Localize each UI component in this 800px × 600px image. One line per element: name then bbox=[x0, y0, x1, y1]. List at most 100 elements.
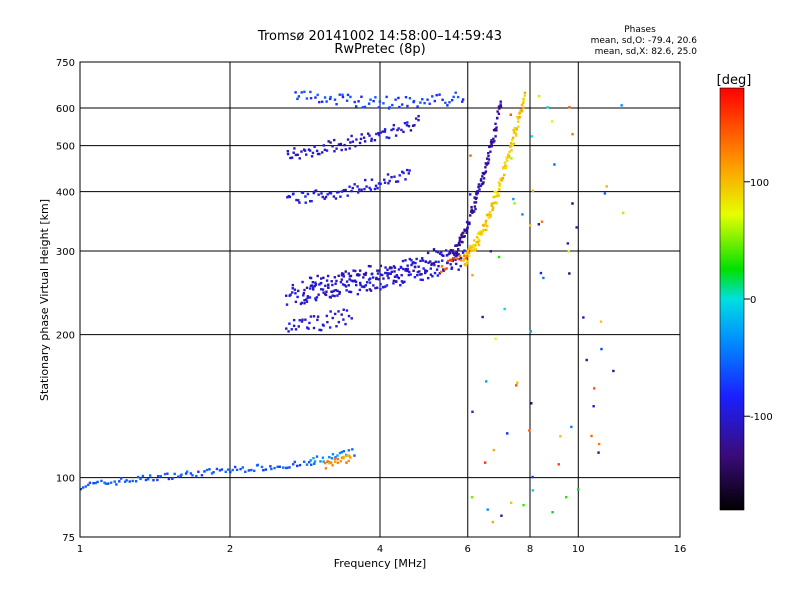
data-point bbox=[351, 186, 354, 190]
data-point bbox=[456, 247, 460, 251]
data-point bbox=[362, 136, 366, 139]
data-point bbox=[440, 265, 444, 268]
data-point bbox=[208, 468, 211, 471]
data-point bbox=[436, 251, 440, 254]
data-point bbox=[418, 273, 422, 276]
data-point bbox=[296, 464, 299, 468]
data-point bbox=[166, 472, 169, 475]
data-point bbox=[296, 153, 299, 157]
data-point bbox=[410, 263, 413, 267]
data-point bbox=[509, 142, 513, 145]
data-point bbox=[325, 314, 329, 318]
data-point bbox=[346, 93, 350, 97]
data-point bbox=[438, 252, 442, 255]
data-point bbox=[329, 461, 333, 464]
data-point bbox=[350, 279, 353, 282]
data-point bbox=[325, 290, 328, 293]
data-point bbox=[310, 463, 313, 467]
data-point bbox=[314, 189, 318, 192]
data-point bbox=[462, 231, 465, 234]
data-point bbox=[353, 100, 356, 104]
data-point bbox=[337, 274, 340, 278]
data-point bbox=[463, 249, 466, 252]
data-point bbox=[497, 105, 501, 108]
data-point bbox=[358, 141, 362, 145]
colorbar-tick-label: 100 bbox=[750, 178, 769, 189]
data-point bbox=[370, 139, 373, 143]
data-point bbox=[429, 260, 432, 263]
data-point bbox=[340, 190, 344, 193]
data-point bbox=[508, 150, 511, 153]
data-point bbox=[455, 250, 459, 254]
data-point bbox=[473, 244, 476, 248]
data-point bbox=[342, 450, 346, 453]
data-point bbox=[455, 252, 459, 256]
data-point bbox=[338, 292, 341, 295]
data-point bbox=[478, 188, 481, 191]
data-point bbox=[297, 325, 300, 328]
data-point bbox=[318, 152, 321, 156]
data-point bbox=[484, 170, 488, 173]
data-point bbox=[322, 460, 325, 463]
data-point bbox=[516, 115, 519, 119]
plot-frame bbox=[79, 61, 681, 538]
data-point bbox=[494, 337, 497, 340]
x-tick-label: 2 bbox=[227, 544, 233, 555]
data-point bbox=[320, 100, 324, 103]
data-point bbox=[286, 150, 290, 153]
data-point bbox=[411, 124, 415, 128]
data-point bbox=[504, 166, 508, 170]
data-point bbox=[433, 271, 437, 275]
data-point bbox=[264, 468, 268, 471]
data-point bbox=[308, 149, 312, 152]
data-point bbox=[454, 91, 457, 94]
data-point bbox=[319, 460, 322, 463]
data-point bbox=[310, 199, 313, 203]
data-point bbox=[374, 184, 378, 188]
data-point bbox=[79, 487, 83, 491]
data-point bbox=[440, 253, 444, 257]
data-point bbox=[321, 195, 324, 199]
data-point bbox=[444, 101, 447, 105]
data-point bbox=[308, 296, 312, 299]
data-point bbox=[522, 503, 525, 507]
data-point bbox=[422, 267, 425, 270]
data-point bbox=[392, 123, 396, 127]
data-point bbox=[523, 94, 526, 97]
data-point bbox=[296, 295, 299, 299]
data-point bbox=[404, 269, 407, 272]
data-points bbox=[79, 90, 625, 524]
data-point bbox=[356, 185, 359, 188]
data-point bbox=[335, 325, 338, 328]
data-point bbox=[431, 275, 434, 278]
data-point bbox=[307, 460, 311, 464]
data-point bbox=[335, 147, 338, 150]
data-point bbox=[466, 226, 469, 229]
data-point bbox=[413, 124, 416, 127]
data-point bbox=[318, 283, 321, 286]
data-point bbox=[457, 241, 461, 245]
x-axis-label: Frequency [MHz] bbox=[334, 557, 426, 570]
data-point bbox=[502, 173, 506, 177]
data-point bbox=[327, 140, 330, 143]
data-point bbox=[490, 145, 493, 148]
data-point bbox=[529, 224, 532, 227]
data-point bbox=[517, 117, 520, 120]
data-point bbox=[300, 320, 304, 323]
data-point bbox=[173, 472, 176, 476]
data-point bbox=[567, 250, 570, 253]
data-point bbox=[355, 138, 358, 141]
data-point bbox=[490, 202, 494, 205]
data-point bbox=[226, 468, 230, 471]
data-point bbox=[303, 288, 306, 292]
data-point bbox=[100, 479, 103, 483]
data-point bbox=[323, 96, 327, 99]
data-point bbox=[350, 317, 353, 320]
data-point bbox=[597, 442, 601, 446]
data-point bbox=[491, 208, 494, 212]
data-point bbox=[342, 318, 345, 321]
data-point bbox=[510, 138, 514, 142]
data-point bbox=[485, 380, 488, 383]
data-point bbox=[331, 294, 334, 297]
data-point bbox=[582, 316, 585, 319]
